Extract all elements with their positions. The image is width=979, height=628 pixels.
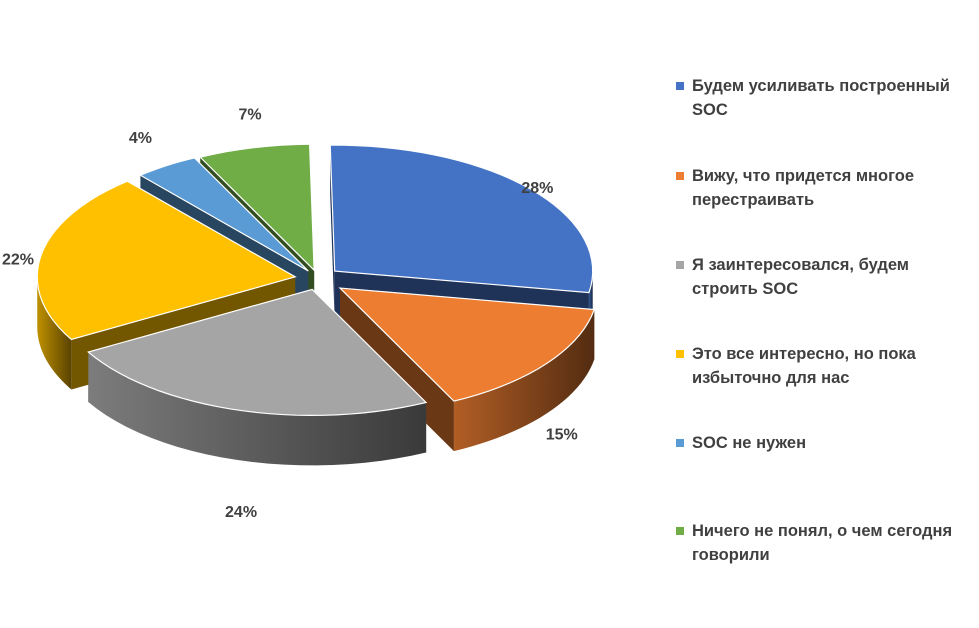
legend-swatch	[676, 172, 684, 180]
data-label-2: 15%	[546, 426, 578, 443]
data-label-1: 28%	[521, 180, 553, 197]
legend-item-rebuild: Вижу, что придется многое перестраивать	[676, 164, 976, 212]
legend-item-soc-not-needed: SOC не нужен	[676, 431, 976, 455]
pie-slice-3	[87, 288, 428, 417]
data-label-4: 22%	[2, 252, 34, 269]
data-label-5: 4%	[129, 130, 152, 147]
legend-swatch	[676, 527, 684, 535]
legend-label: Это все интересно, но пока избыточно для…	[692, 345, 916, 387]
legend-label: Ничего не понял, о чем сегодня говорили	[692, 522, 953, 564]
pie-tops	[36, 143, 596, 417]
legend-label: Я заинтересовался, будем строить SOC	[692, 256, 909, 298]
pie-slice-2	[338, 287, 596, 402]
pie-data-labels: 28% 15% 24% 22% 4% 7%	[2, 107, 578, 521]
legend-item-excessive: Это все интересно, но пока избыточно для…	[676, 342, 976, 390]
legend-swatch	[676, 439, 684, 447]
pie-slice-5	[139, 157, 309, 272]
slice-outer-wall	[453, 309, 595, 452]
legend-label: Вижу, что придется многое перестраивать	[692, 167, 915, 209]
data-label-6: 7%	[238, 107, 261, 124]
legend-item-did-not-understand: Ничего не понял, о чем сегодня говорили	[676, 519, 976, 567]
pie-slice-6	[199, 143, 315, 272]
legend-swatch	[676, 82, 684, 90]
slice-outer-wall	[88, 352, 427, 466]
pie-slice-4	[36, 180, 297, 341]
legend-item-build-soc: Я заинтересовался, будем строить SOC	[676, 253, 976, 301]
legend-swatch	[676, 350, 684, 358]
slice-outer-wall	[37, 276, 72, 390]
data-label-3: 24%	[225, 504, 257, 521]
pie-chart-svg: 28% 15% 24% 22% 4% 7%	[2, 107, 596, 521]
pie-chart: 28% 15% 24% 22% 4% 7%	[2, 107, 596, 521]
legend-label: Будем усиливать построенный SOC	[692, 77, 950, 119]
legend-item-strengthen-soc: Будем усиливать построенный SOC	[676, 74, 976, 122]
pie-slice-1	[329, 144, 594, 294]
legend-label: SOC не нужен	[692, 434, 807, 452]
legend-swatch	[676, 261, 684, 269]
